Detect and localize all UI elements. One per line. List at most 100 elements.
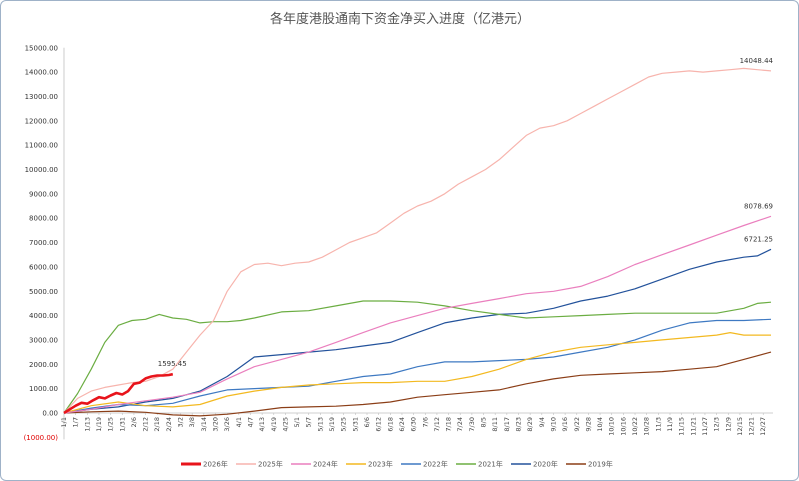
x-tick-label: 4/13 (258, 417, 266, 432)
x-tick-label: 11/21 (689, 417, 697, 436)
x-tick-label: 9/16 (561, 417, 569, 432)
x-tick-label: 2/6 (130, 417, 138, 427)
data-label: 14048.44 (740, 57, 774, 65)
x-tick-label: 4/7 (246, 417, 254, 427)
x-tick-label: 6/6 (363, 417, 371, 427)
x-tick-label: 8/29 (526, 417, 534, 432)
series-line-2019年 (63, 351, 772, 417)
x-tick-labels: 1/1 1/7 1/13 1/19 1/25 1/31 2/6 2/12 2/18 2/24 3/2… (60, 417, 767, 436)
x-tick-label: 6/18 (386, 417, 394, 432)
x-tick-label: 9/28 (584, 417, 592, 432)
x-tick-label: 7/6 (421, 417, 429, 427)
x-tick-label: 1/19 (95, 417, 103, 432)
x-tick-label: 4/19 (270, 417, 278, 432)
x-tick-label: 3/8 (188, 417, 196, 427)
x-tick-label: 10/10 (608, 417, 616, 436)
series-line-2020年 (63, 248, 772, 414)
x-tick-label: 5/31 (351, 417, 359, 432)
x-tick-label: 10/16 (619, 417, 627, 436)
x-tick-label: 7/30 (468, 417, 476, 432)
x-tick-label: 6/30 (410, 417, 418, 432)
x-tick-label: 8/5 (480, 417, 488, 427)
x-tick-label: 1/7 (72, 417, 80, 427)
x-tick-label: 8/17 (503, 417, 511, 432)
y-tick-label: 13000.00 (25, 93, 58, 101)
x-tick-label: 3/26 (223, 417, 231, 432)
y-tick-labels: (1000.00) 0.00 1000.00 2000.00 3000.00 4000.0… (24, 44, 59, 442)
x-tick-label: 7/12 (433, 417, 441, 432)
x-tick-label: 11/15 (678, 417, 686, 436)
series-line-2023年 (63, 332, 771, 414)
x-tick-label: 4/25 (281, 417, 289, 432)
legend-entry: 2020年 (533, 460, 558, 469)
series-lines (63, 67, 772, 417)
x-tick-label: 5/25 (340, 417, 348, 432)
y-tick-label: 11000.00 (25, 142, 58, 150)
legend-entry: 2019年 (588, 460, 613, 469)
legend-entry: 2023年 (368, 460, 393, 469)
y-tick-label: 15000.00 (25, 44, 58, 52)
y-tick-label: 14000.00 (25, 69, 58, 77)
x-tick-label: 11/3 (654, 417, 662, 432)
x-tick-label: 3/2 (177, 417, 185, 427)
y-tick-label: 2000.00 (29, 361, 58, 369)
y-tick-label: 8000.00 (29, 215, 58, 223)
data-label: 6721.25 (744, 235, 773, 243)
x-tick-label: 8/23 (515, 417, 523, 432)
x-tick-label: 7/24 (456, 417, 464, 432)
series-line-2024年 (63, 215, 772, 414)
data-label: 8078.69 (744, 202, 773, 210)
x-tick-label: 11/27 (701, 417, 709, 436)
data-labels: 1595.45 14048.44 8078.69 6721.25 (158, 57, 774, 368)
legend: 2026年 2025年 2024年 2023年 2022年 2021年 2020年 2019年 (181, 460, 613, 469)
y-tick-label: (1000.00) (24, 434, 59, 442)
axes (63, 47, 773, 440)
series-line-2022年 (63, 318, 772, 414)
x-tick-label: 2/24 (165, 417, 173, 432)
x-tick-label: 11/9 (666, 417, 674, 432)
x-tick-label: 1/13 (83, 417, 91, 432)
x-tick-label: 10/28 (643, 417, 651, 436)
x-tick-label: 1/31 (118, 417, 126, 432)
y-tick-label: 10000.00 (25, 166, 58, 174)
x-tick-label: 5/7 (305, 417, 313, 427)
chart-title: 各年度港股通南下资金净买入进度（亿港元） (270, 11, 530, 27)
x-tick-label: 5/1 (293, 417, 301, 427)
x-tick-label: 9/10 (549, 417, 557, 432)
x-tick-label: 5/19 (328, 417, 336, 432)
x-tick-label: 3/20 (212, 417, 220, 432)
y-tick-label: 12000.00 (25, 117, 58, 125)
x-tick-label: 12/21 (748, 417, 756, 436)
x-tick-label: 9/4 (538, 417, 546, 427)
x-tick-label: 12/15 (736, 417, 744, 436)
series-line-2021年 (63, 300, 772, 414)
data-label: 1595.45 (158, 360, 187, 368)
legend-entry: 2025年 (258, 460, 283, 469)
legend-entry: 2024年 (313, 460, 338, 469)
x-tick-label: 12/3 (713, 417, 721, 432)
y-tick-label: 9000.00 (29, 190, 58, 198)
x-tick-label: 10/4 (596, 417, 604, 432)
series-line-2026年 (63, 372, 174, 415)
legend-entry: 2022年 (423, 460, 448, 469)
y-tick-label: 5000.00 (29, 288, 58, 296)
series-line-2025年 (63, 67, 772, 414)
y-tick-label: 6000.00 (29, 263, 58, 271)
x-tick-label: 3/14 (200, 417, 208, 432)
legend-entry: 2021年 (478, 460, 503, 469)
x-tick-label: 12/9 (724, 417, 732, 432)
y-tick-label: 1000.00 (29, 385, 58, 393)
x-tick-label: 4/1 (235, 417, 243, 427)
x-tick-label: 2/18 (153, 417, 161, 432)
y-tick-label: 3000.00 (29, 336, 58, 344)
y-tick-label: 7000.00 (29, 239, 58, 247)
x-tick-label: 6/24 (398, 417, 406, 432)
y-tick-label: 0.00 (42, 410, 58, 418)
x-tick-label: 6/12 (375, 417, 383, 432)
x-tick-label: 2/12 (142, 417, 150, 432)
x-tick-label: 8/11 (491, 417, 499, 432)
x-tick-label: 12/27 (759, 417, 767, 436)
legend-entry: 2026年 (203, 460, 228, 469)
